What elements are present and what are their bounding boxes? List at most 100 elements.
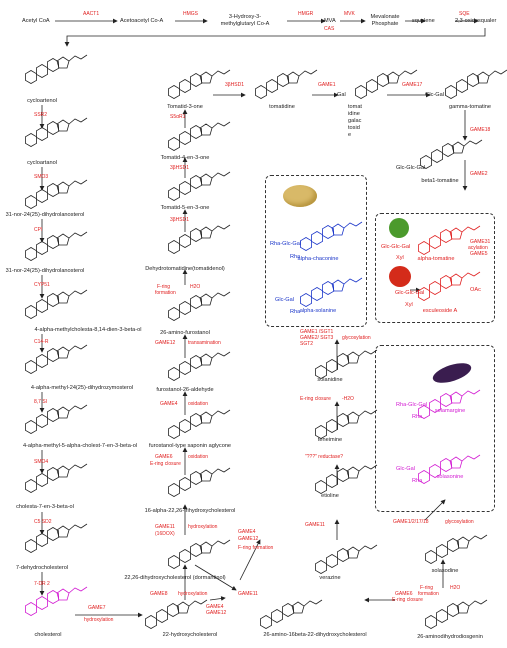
steroid-structure-icon	[259, 599, 323, 629]
enzyme-game7: GAME7	[88, 605, 106, 611]
tomatidine-galactoside-2: idine	[348, 111, 360, 117]
enzyme-game11: GAME11	[155, 524, 175, 530]
gal: Gal	[337, 92, 346, 98]
steroid-structure-icon	[314, 349, 378, 379]
tomatid-3-one: Tomatid-3-one	[167, 104, 203, 110]
steroid-structure-icon	[167, 224, 231, 254]
enzyme-c5sd2: C5 SD2	[34, 519, 52, 525]
dihydrolanosterol-1: 31-nor-24(25)-dihydrolanosterol	[5, 212, 85, 218]
eggplant-box	[375, 345, 495, 512]
methyl-cholest-en: 4-alpha-methyl-5-alpha-cholest-7-en-3-be…	[22, 443, 138, 449]
enzyme-aact1: AACT1	[83, 11, 100, 17]
steroid-structure-icon	[144, 599, 208, 629]
oxidation-2: oxidation	[188, 454, 209, 460]
steroid-structure-icon	[299, 221, 363, 251]
steroid-structure-icon	[24, 463, 88, 493]
rha-glc-gal-2: Rha-Glc-Gal	[396, 402, 428, 408]
enzyme-game1: GAME1	[318, 82, 336, 88]
squalene: squalene	[412, 18, 435, 24]
etioline: etioline	[321, 493, 339, 499]
dormantinol: 22,26-dihydroxycholesterol (dormantinol)	[124, 575, 226, 581]
glc-gal: Glc-Gal	[425, 92, 444, 98]
formation-2: formation	[418, 591, 439, 597]
enzyme-game11-c: GAME11	[305, 522, 325, 528]
steroid-structure-icon	[354, 69, 418, 99]
steroid-structure-icon	[417, 225, 481, 255]
dihydrolanosterol-2: 31-nor-24(25)-dihydrolanosterol	[5, 268, 85, 274]
dihydrozymosterol: 4-alpha-methyl-24(25)-dihydrozymosterol	[30, 385, 134, 391]
alpha-chaconine: alpha-chaconine	[297, 256, 339, 262]
steroid-structure-icon	[24, 344, 88, 374]
steroid-structure-icon	[24, 54, 88, 84]
cycloartenol: cycloartenol	[27, 98, 57, 104]
steroid-structure-icon	[314, 464, 378, 494]
oxidosqualene: 2,3-oxidosqualer	[455, 18, 497, 24]
16dox: (16DOX)	[155, 531, 175, 537]
enzyme-mvk: MVK	[344, 11, 355, 17]
gamma-tomatine: gamma-tomatine	[449, 104, 491, 110]
steroid-structure-icon	[167, 467, 231, 497]
enzyme-ssr2: SSR2	[34, 112, 48, 118]
dehydrotomatidine: Dehydrotomatidine(tomatidenol)	[145, 266, 225, 272]
enzyme-smo4: SMO4	[34, 459, 49, 465]
reductase: "???" reductase?	[305, 454, 344, 460]
xyl: Xyl	[396, 255, 404, 261]
steroid-structure-icon	[24, 117, 88, 147]
glycosylation: glycosylation	[342, 335, 371, 341]
steroid-structure-icon	[417, 271, 481, 301]
fring-2: F-ring	[420, 585, 434, 591]
furostanol-saponin: furostanol-type saponin aglycone	[148, 443, 232, 449]
cholesterol: cholesterol	[34, 632, 62, 638]
steroid-structure-icon	[299, 277, 363, 307]
steroid-structure-icon	[424, 599, 488, 629]
potato-icon	[283, 185, 317, 207]
h2o-label: H2O	[190, 284, 201, 290]
acetyl-coa: Acetyl CoA	[22, 18, 50, 24]
solanidine: solanidine	[317, 377, 343, 383]
fring-formation-2: F-ring formation	[238, 545, 274, 551]
enzyme-game12-c: GAME12	[206, 610, 227, 616]
ering-closure-3: E-ring closure	[392, 597, 423, 603]
ering-closure-2: E-ring closure	[300, 396, 331, 402]
enzyme-3bhsd1-b: 3βHSD1	[170, 217, 189, 223]
steroid-structure-icon	[424, 534, 488, 564]
green-tomato-icon	[389, 218, 409, 238]
enzyme-game18: GAME18	[470, 127, 491, 133]
enzyme-cyp51: CYP51	[34, 282, 50, 288]
steroid-structure-icon	[24, 289, 88, 319]
steroid-structure-icon	[24, 231, 88, 261]
tomatidine-galactoside-1: tomat	[348, 104, 362, 110]
enzyme-s5ar1: S5αR1	[170, 114, 186, 120]
rha-2: Rha	[290, 309, 301, 315]
enzyme-game6: GAME6	[155, 454, 173, 460]
cycloartanol: cycloartanol	[27, 160, 57, 166]
tomatidine: tomatidine	[269, 104, 295, 110]
enzyme-game4: GAME4	[160, 401, 178, 407]
rha-4: Rha	[412, 478, 423, 484]
enzyme-game2: GAME2	[470, 171, 488, 177]
enzyme-7dr2: 7-DR 2	[34, 581, 50, 587]
ering-closure: E-ring closure	[150, 461, 181, 467]
steroid-structure-icon	[314, 544, 378, 574]
rha-glc-gal: Rha-Glc-Gal	[270, 241, 302, 247]
tomatidine-galactoside-3: galac	[348, 118, 362, 124]
dehydrocholesterol: 7-dehydrocholesterol	[15, 565, 69, 571]
beta1-tomatine: beta1-tomatine	[421, 178, 459, 184]
mevalonate-line2: Phosphate	[371, 21, 399, 27]
tomatidine-galactoside-5: e	[348, 132, 352, 138]
alpha-solanine: alpha-solanine	[299, 308, 337, 314]
solasonine: solasonine	[436, 474, 464, 480]
steroid-structure-icon	[167, 291, 231, 321]
enzyme-3bhsd1-c: 3βHSD1	[225, 82, 244, 88]
enzyme-game17: GAME17	[402, 82, 423, 88]
enzyme-game12: GAME12	[155, 340, 176, 346]
enzyme-game2-sgt3: GAME2/ SGT3	[300, 335, 334, 341]
hmg-coa-line2: methylglutaryl Co-A	[220, 21, 270, 27]
enzyme-sqe: SQE	[459, 11, 470, 17]
enzyme-game12-b: GAME12	[238, 536, 259, 542]
oac: OAc	[470, 287, 481, 293]
rha: Rha	[290, 254, 301, 260]
enzyme-hmgs: HMGS	[183, 11, 198, 17]
